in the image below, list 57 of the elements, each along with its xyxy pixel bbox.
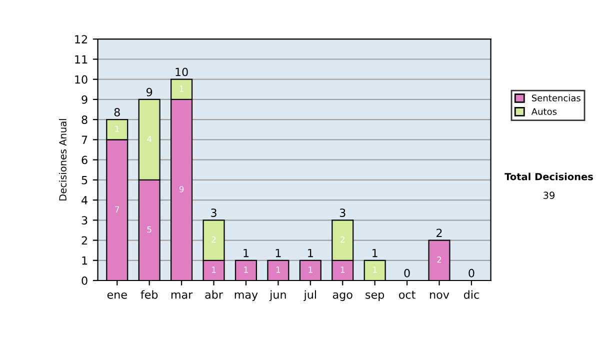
total-label: 9 xyxy=(146,88,152,96)
total-label: 1 xyxy=(308,248,313,258)
y-tick-label: 3 xyxy=(82,216,88,225)
total-label: 1 xyxy=(244,248,248,258)
data-label: 1 xyxy=(340,266,344,273)
x-tick-label: sep xyxy=(366,292,384,301)
y-tick-label: 12 xyxy=(75,35,87,44)
data-label: 1 xyxy=(115,126,120,132)
total-label: 0 xyxy=(404,268,410,278)
total-label: 1 xyxy=(276,248,281,258)
data-label: 4 xyxy=(147,136,152,142)
text: Total Decisiones xyxy=(504,172,593,180)
y-tick-label: 5 xyxy=(82,176,88,184)
total-label: 3 xyxy=(340,208,346,217)
data-label: 5 xyxy=(147,226,152,233)
data-label: 2 xyxy=(212,236,216,243)
y-tick-label: 0 xyxy=(82,276,88,285)
total-label: 3 xyxy=(211,208,216,217)
y-tick-label: 10 xyxy=(75,75,88,84)
y-tick-label: 8 xyxy=(82,116,88,124)
data-label: 1 xyxy=(373,266,377,273)
legend-label: Sentencias xyxy=(532,94,580,102)
x-tick-label: jun xyxy=(269,290,286,301)
x-tick-label: ene xyxy=(107,292,127,299)
y-tick-label: 9 xyxy=(82,95,88,104)
x-tick-label: feb xyxy=(140,290,158,299)
data-label: 1 xyxy=(212,266,216,273)
y-tick-label: 4 xyxy=(82,196,88,204)
x-tick-label: jul xyxy=(304,290,316,301)
total-label: 2 xyxy=(436,228,442,237)
x-tick-label: nov xyxy=(430,292,450,299)
data-label: 9 xyxy=(179,186,184,192)
x-tick-label: ago xyxy=(332,292,352,301)
data-label: 1 xyxy=(180,86,184,92)
y-tick-label: 6 xyxy=(82,156,88,164)
y-tick-label: 2 xyxy=(82,236,87,244)
data-label: 1 xyxy=(308,266,312,273)
data-label: 1 xyxy=(244,266,248,273)
total-label: 10 xyxy=(176,68,188,76)
total-label: 0 xyxy=(468,268,474,278)
y-tick-label: 11 xyxy=(75,55,88,64)
legend-label: Autos xyxy=(531,108,557,115)
x-tick-label: may xyxy=(234,292,258,301)
y-axis-title: Decisiones Anual xyxy=(58,119,66,200)
x-tick-label: abr xyxy=(205,290,223,299)
total-label: 8 xyxy=(114,108,120,116)
data-label: 2 xyxy=(340,236,344,243)
y-tick-label: 1 xyxy=(82,256,88,265)
data-label: 1 xyxy=(276,266,280,273)
data-label: 7 xyxy=(115,206,120,212)
x-tick-label: dic xyxy=(464,290,479,299)
y-tick-label: 7 xyxy=(82,136,88,144)
text: 39 xyxy=(544,192,554,199)
x-tick-label: mar xyxy=(171,292,193,299)
data-label: 2 xyxy=(437,256,442,263)
x-tick-label: oct xyxy=(399,290,416,299)
total-label: 1 xyxy=(372,248,378,258)
